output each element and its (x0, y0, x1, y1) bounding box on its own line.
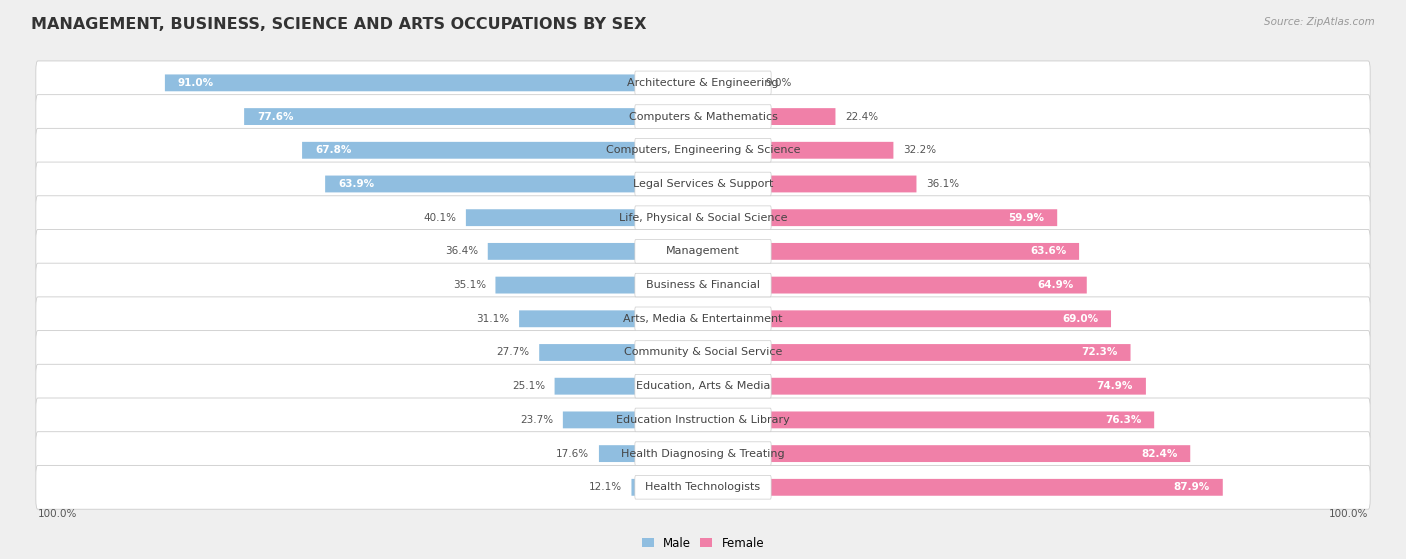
FancyBboxPatch shape (35, 466, 1371, 509)
Text: Management: Management (666, 247, 740, 257)
Text: Business & Financial: Business & Financial (645, 280, 761, 290)
Text: Source: ZipAtlas.com: Source: ZipAtlas.com (1264, 17, 1375, 27)
Text: Arts, Media & Entertainment: Arts, Media & Entertainment (623, 314, 783, 324)
FancyBboxPatch shape (636, 105, 770, 129)
FancyBboxPatch shape (636, 240, 770, 263)
Text: 72.3%: 72.3% (1081, 348, 1118, 358)
FancyBboxPatch shape (770, 142, 893, 159)
FancyBboxPatch shape (770, 176, 917, 192)
FancyBboxPatch shape (302, 142, 636, 159)
Text: Community & Social Service: Community & Social Service (624, 348, 782, 358)
FancyBboxPatch shape (35, 129, 1371, 172)
Text: 27.7%: 27.7% (496, 348, 530, 358)
Text: 9.0%: 9.0% (766, 78, 792, 88)
Legend: Male, Female: Male, Female (641, 537, 765, 549)
Text: Life, Physical & Social Science: Life, Physical & Social Science (619, 212, 787, 222)
Text: 76.3%: 76.3% (1105, 415, 1142, 425)
FancyBboxPatch shape (770, 108, 835, 125)
FancyBboxPatch shape (554, 378, 636, 395)
Text: 100.0%: 100.0% (1329, 509, 1368, 519)
Text: 82.4%: 82.4% (1142, 449, 1177, 458)
FancyBboxPatch shape (770, 277, 1087, 293)
Text: 67.8%: 67.8% (315, 145, 352, 155)
Text: 59.9%: 59.9% (1008, 212, 1045, 222)
Text: Health Diagnosing & Treating: Health Diagnosing & Treating (621, 449, 785, 458)
FancyBboxPatch shape (35, 263, 1371, 307)
Text: 35.1%: 35.1% (453, 280, 486, 290)
Text: 31.1%: 31.1% (477, 314, 509, 324)
FancyBboxPatch shape (35, 432, 1371, 476)
FancyBboxPatch shape (770, 209, 1057, 226)
Text: 32.2%: 32.2% (903, 145, 936, 155)
Text: Legal Services & Support: Legal Services & Support (633, 179, 773, 189)
FancyBboxPatch shape (631, 479, 636, 496)
Text: 36.4%: 36.4% (444, 247, 478, 257)
Text: 91.0%: 91.0% (177, 78, 214, 88)
FancyBboxPatch shape (562, 411, 636, 428)
FancyBboxPatch shape (636, 71, 770, 94)
Text: 40.1%: 40.1% (423, 212, 456, 222)
FancyBboxPatch shape (770, 378, 1146, 395)
FancyBboxPatch shape (636, 307, 770, 330)
Text: Computers & Mathematics: Computers & Mathematics (628, 112, 778, 121)
FancyBboxPatch shape (636, 273, 770, 297)
Text: 77.6%: 77.6% (257, 112, 294, 121)
Text: 36.1%: 36.1% (927, 179, 959, 189)
Text: 63.9%: 63.9% (337, 179, 374, 189)
FancyBboxPatch shape (770, 479, 1223, 496)
FancyBboxPatch shape (636, 340, 770, 364)
FancyBboxPatch shape (35, 196, 1371, 240)
Text: Education, Arts & Media: Education, Arts & Media (636, 381, 770, 391)
Text: 63.6%: 63.6% (1031, 247, 1066, 257)
Text: 87.9%: 87.9% (1174, 482, 1211, 492)
FancyBboxPatch shape (770, 445, 1191, 462)
Text: 74.9%: 74.9% (1097, 381, 1133, 391)
Text: Computers, Engineering & Science: Computers, Engineering & Science (606, 145, 800, 155)
FancyBboxPatch shape (35, 398, 1371, 442)
FancyBboxPatch shape (770, 310, 1111, 327)
FancyBboxPatch shape (35, 364, 1371, 408)
Text: Health Technologists: Health Technologists (645, 482, 761, 492)
FancyBboxPatch shape (245, 108, 636, 125)
FancyBboxPatch shape (540, 344, 636, 361)
Text: 100.0%: 100.0% (38, 509, 77, 519)
FancyBboxPatch shape (35, 330, 1371, 375)
Text: 23.7%: 23.7% (520, 415, 553, 425)
FancyBboxPatch shape (488, 243, 636, 260)
Text: MANAGEMENT, BUSINESS, SCIENCE AND ARTS OCCUPATIONS BY SEX: MANAGEMENT, BUSINESS, SCIENCE AND ARTS O… (31, 17, 647, 32)
FancyBboxPatch shape (636, 375, 770, 398)
FancyBboxPatch shape (35, 297, 1371, 340)
Text: 17.6%: 17.6% (557, 449, 589, 458)
FancyBboxPatch shape (35, 162, 1371, 206)
FancyBboxPatch shape (770, 411, 1154, 428)
FancyBboxPatch shape (636, 139, 770, 162)
FancyBboxPatch shape (495, 277, 636, 293)
FancyBboxPatch shape (465, 209, 636, 226)
FancyBboxPatch shape (325, 176, 636, 192)
FancyBboxPatch shape (165, 74, 636, 91)
Text: Education Instruction & Library: Education Instruction & Library (616, 415, 790, 425)
FancyBboxPatch shape (636, 172, 770, 196)
FancyBboxPatch shape (636, 476, 770, 499)
Text: 22.4%: 22.4% (845, 112, 879, 121)
FancyBboxPatch shape (636, 442, 770, 466)
FancyBboxPatch shape (35, 94, 1371, 139)
FancyBboxPatch shape (599, 445, 636, 462)
Text: 25.1%: 25.1% (512, 381, 546, 391)
FancyBboxPatch shape (636, 206, 770, 230)
FancyBboxPatch shape (770, 344, 1130, 361)
Text: Architecture & Engineering: Architecture & Engineering (627, 78, 779, 88)
Text: 69.0%: 69.0% (1062, 314, 1098, 324)
FancyBboxPatch shape (636, 408, 770, 432)
FancyBboxPatch shape (35, 230, 1371, 273)
Text: 12.1%: 12.1% (589, 482, 621, 492)
FancyBboxPatch shape (519, 310, 636, 327)
FancyBboxPatch shape (35, 61, 1371, 105)
FancyBboxPatch shape (770, 243, 1078, 260)
Text: 64.9%: 64.9% (1038, 280, 1074, 290)
